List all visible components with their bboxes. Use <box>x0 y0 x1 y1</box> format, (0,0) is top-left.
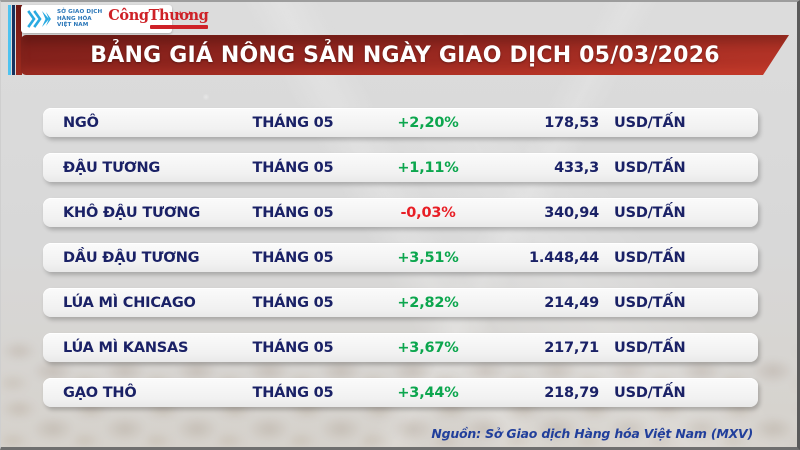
contract-month: THÁNG 05 <box>252 294 334 311</box>
commodity-name: ĐẬU TƯƠNG <box>63 159 161 176</box>
stripe-navy <box>12 5 15 75</box>
price-value: 214,49 <box>544 294 599 311</box>
percent-change: +3,51% <box>397 249 459 266</box>
stripe-maroon <box>16 5 22 75</box>
table-row: KHÔ ĐẬU TƯƠNG THÁNG 05 -0,03% 340,94 USD… <box>43 198 758 227</box>
percent-change: +1,11% <box>397 159 459 176</box>
percent-change: +2,20% <box>397 114 459 131</box>
price-table: NGÔ THÁNG 05 +2,20% 178,53 USD/TẤN ĐẬU T… <box>43 108 758 407</box>
table-row: ĐẬU TƯƠNG THÁNG 05 +1,11% 433,3 USD/TẤN <box>43 153 758 182</box>
price-unit: USD/TẤN <box>614 384 686 401</box>
price-value: 1.448,44 <box>529 249 599 266</box>
price-unit: USD/TẤN <box>614 339 686 356</box>
percent-change: +3,44% <box>397 384 459 401</box>
percent-change: +3,67% <box>397 339 459 356</box>
contract-month: THÁNG 05 <box>252 339 334 356</box>
commodity-name: NGÔ <box>63 114 99 131</box>
price-value: 218,79 <box>544 384 599 401</box>
mxv-logo-text: SỞ GIAO DỊCH HÀNG HÓA VIỆT NAM <box>57 9 102 30</box>
mxv-logo-line-3: VIỆT NAM <box>57 22 89 29</box>
price-unit: USD/TẤN <box>614 159 686 176</box>
commodity-name: LÚA MÌ KANSAS <box>63 339 189 356</box>
price-unit: USD/TẤN <box>614 204 686 221</box>
table-row: LÚA MÌ KANSAS THÁNG 05 +3,67% 217,71 USD… <box>43 333 758 362</box>
percent-change: -0,03% <box>400 204 456 221</box>
stripe-cyan <box>8 5 11 75</box>
contract-month: THÁNG 05 <box>252 204 334 221</box>
mxv-logo-line-1: SỞ GIAO DỊCH <box>57 8 103 15</box>
left-accent-stripes <box>8 5 22 75</box>
percent-change: +2,82% <box>397 294 459 311</box>
mxv-logo-line-2: HÀNG HÓA <box>57 15 92 22</box>
contract-month: THÁNG 05 <box>252 249 334 266</box>
contract-month: THÁNG 05 <box>252 114 334 131</box>
table-row: DẦU ĐẬU TƯƠNG THÁNG 05 +3,51% 1.448,44 U… <box>43 243 758 272</box>
price-unit: USD/TẤN <box>614 294 686 311</box>
table-row: NGÔ THÁNG 05 +2,20% 178,53 USD/TẤN <box>43 108 758 137</box>
congthuong-logo: CôngThương <box>108 7 209 29</box>
logo-box: SỞ GIAO DỊCH HÀNG HÓA VIỆT NAM CôngThươn… <box>21 5 209 33</box>
source-note: Nguồn: Sở Giao dịch Hàng hóa Việt Nam (M… <box>431 426 753 441</box>
price-unit: USD/TẤN <box>614 249 686 266</box>
price-value: 178,53 <box>544 114 599 131</box>
contract-month: THÁNG 05 <box>252 159 334 176</box>
price-value: 217,71 <box>544 339 599 356</box>
congthuong-logo-text: CôngThương <box>108 7 209 25</box>
price-unit: USD/TẤN <box>614 114 686 131</box>
title-banner: BẢNG GIÁ NÔNG SẢN NGÀY GIAO DỊCH 05/03/2… <box>21 35 789 75</box>
price-value: 340,94 <box>544 204 599 221</box>
price-value: 433,3 <box>554 159 599 176</box>
commodity-name: LÚA MÌ CHICAGO <box>63 294 196 311</box>
mxv-chevron-logo-icon <box>26 10 53 28</box>
contract-month: THÁNG 05 <box>252 384 334 401</box>
commodity-name: GẠO THÔ <box>63 384 137 401</box>
commodity-name: KHÔ ĐẬU TƯƠNG <box>63 204 201 221</box>
table-row: LÚA MÌ CHICAGO THÁNG 05 +2,82% 214,49 US… <box>43 288 758 317</box>
table-row: GẠO THÔ THÁNG 05 +3,44% 218,79 USD/TẤN <box>43 378 758 407</box>
page-title: BẢNG GIÁ NÔNG SẢN NGÀY GIAO DỊCH 05/03/2… <box>90 42 720 68</box>
commodity-name: DẦU ĐẬU TƯƠNG <box>63 249 200 266</box>
congthuong-tagline-bar <box>150 24 209 29</box>
